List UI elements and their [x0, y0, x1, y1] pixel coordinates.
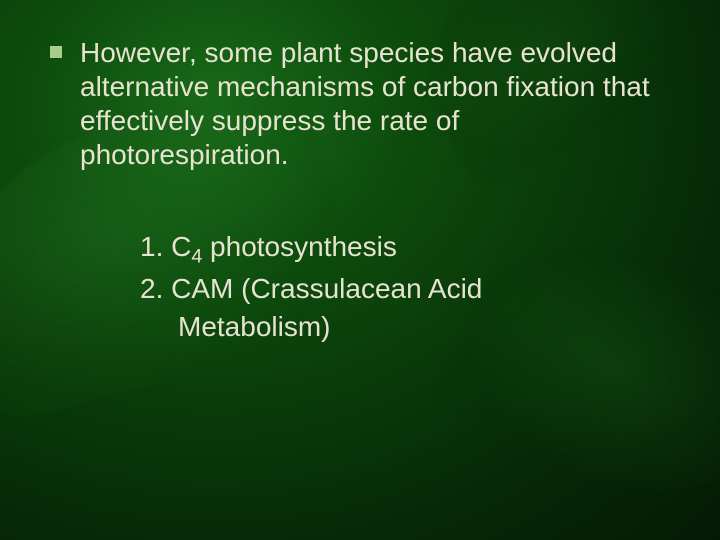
sub-item-1-subscript: 4 — [191, 245, 202, 267]
main-bullet-text: However, some plant species have evolved… — [80, 36, 670, 173]
sub-item-1-suffix: photosynthesis — [202, 231, 397, 262]
sub-item-1-prefix: C — [171, 231, 191, 262]
sub-item-2-number: 2. — [140, 273, 163, 304]
sub-item-2-line2: Metabolism) — [178, 311, 330, 342]
sub-item-1-text: C4 photosynthesis — [171, 231, 397, 262]
slide-container: However, some plant species have evolved… — [0, 0, 720, 540]
sub-item-1-number: 1. — [140, 231, 163, 262]
sub-item-2-continued: Metabolism) — [178, 309, 670, 345]
sub-item-2: 2. CAM (Crassulacean Acid — [140, 271, 670, 307]
main-bullet-row: However, some plant species have evolved… — [50, 36, 670, 173]
numbered-sub-list: 1. C4 photosynthesis 2. CAM (Crassulacea… — [140, 229, 670, 345]
sub-item-1: 1. C4 photosynthesis — [140, 229, 670, 270]
square-bullet-icon — [50, 46, 62, 58]
sub-item-2-line1: CAM (Crassulacean Acid — [171, 273, 482, 304]
